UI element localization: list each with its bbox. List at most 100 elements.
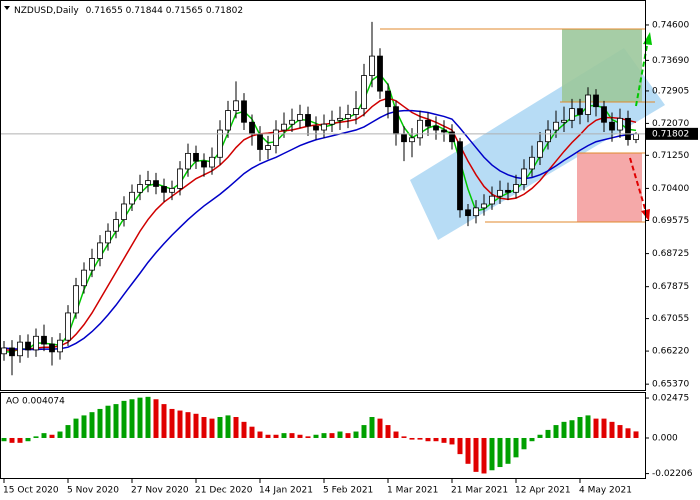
ao-bar <box>521 437 527 450</box>
ao-bar <box>105 405 111 438</box>
candle-body <box>25 341 31 351</box>
candle-body <box>529 156 535 170</box>
ao-bar <box>425 437 431 442</box>
ao-bar <box>633 431 639 438</box>
ao-bar <box>17 437 23 443</box>
candle-body <box>457 141 463 211</box>
ao-bar <box>169 408 175 438</box>
ao-bar <box>97 408 103 438</box>
x-tick-label: 12 Apr 2021 <box>515 486 571 496</box>
x-tick-label: 4 May 2021 <box>579 486 632 496</box>
candle-body <box>105 230 111 244</box>
candle-body <box>177 168 183 189</box>
ao-bar <box>25 437 31 442</box>
candle-body <box>601 106 607 123</box>
ao-bar <box>289 433 295 438</box>
ao-bar <box>161 404 167 438</box>
candle-body <box>33 335 39 351</box>
candle-body <box>505 189 511 193</box>
current-price-box <box>646 127 698 140</box>
ao-bar <box>441 437 447 443</box>
plot <box>0 21 645 474</box>
x-tick-label: 21 Mar 2021 <box>451 486 508 496</box>
ao-bar <box>129 399 135 438</box>
candle-body <box>481 203 487 209</box>
ao-bar <box>49 434 55 438</box>
ao-bar <box>465 437 471 464</box>
candle-body <box>553 121 559 131</box>
ao-bar <box>89 412 95 438</box>
ao-bar <box>369 417 375 438</box>
candle-body <box>193 152 199 162</box>
candle-body <box>329 119 335 125</box>
ao-title: AO 0.004074 <box>6 397 65 407</box>
candle-body <box>273 129 279 147</box>
candle-body <box>145 180 151 185</box>
ao-bar <box>449 437 455 445</box>
last-open: 0.71655 <box>86 6 123 16</box>
candle-body <box>625 117 631 140</box>
candle-body <box>201 160 207 168</box>
ao-bar <box>353 431 359 438</box>
candle-body <box>113 219 119 232</box>
candle-body <box>537 141 543 158</box>
ao-bar <box>505 437 511 464</box>
candle-body <box>281 123 287 131</box>
candle-body <box>217 129 223 158</box>
ao-frame <box>0 392 646 479</box>
y-tick-label: 0.65370 <box>652 380 689 390</box>
ao-bar <box>1 437 7 442</box>
x-tick-label: 1 Mar 2021 <box>387 486 438 496</box>
candle-body <box>377 55 383 92</box>
last-close: 0.71802 <box>206 6 243 16</box>
ao-bar <box>561 421 567 438</box>
candle-body <box>473 207 479 217</box>
y-tick-label: 0.68725 <box>652 249 689 259</box>
y-tick-label: -0.02206 <box>652 469 693 479</box>
candle-body <box>569 108 575 121</box>
ao-bar <box>593 418 599 438</box>
ao-bar <box>281 433 287 438</box>
ao-bar <box>377 418 383 438</box>
candle-body <box>409 137 415 143</box>
x-tick-label: 21 Dec 2020 <box>195 486 253 496</box>
candle-body <box>345 114 351 119</box>
ao-bar <box>137 397 143 438</box>
ao-bar <box>57 431 63 438</box>
candle-body <box>321 123 327 131</box>
candle-body <box>497 189 503 197</box>
candle-body <box>425 119 431 127</box>
ao-bar <box>153 399 159 438</box>
ao-bar <box>545 429 551 438</box>
candle-body <box>297 114 303 121</box>
candle-body <box>353 108 359 115</box>
ao-bar <box>321 433 327 438</box>
ao-bar <box>65 425 71 438</box>
ao-bar <box>185 412 191 438</box>
y-tick-label: 0.73690 <box>652 56 689 66</box>
ao-bar <box>209 418 215 438</box>
ao-bar <box>177 410 183 438</box>
candle-body <box>81 269 87 287</box>
ao-bar <box>201 417 207 438</box>
arrow-down <box>629 157 647 213</box>
ao-bar <box>33 436 39 438</box>
x-tick-label: 27 Nov 2020 <box>131 486 189 496</box>
ao-bar <box>457 437 463 455</box>
ao-bar <box>121 400 127 438</box>
ao-bar <box>217 417 223 438</box>
main-frame <box>0 0 646 391</box>
arrow-up <box>635 39 649 107</box>
current-price-label: 0.71802 <box>652 129 689 139</box>
ao-bar <box>305 436 311 438</box>
ao-bar <box>409 437 415 440</box>
candle-body <box>337 117 343 121</box>
candle-body <box>89 258 95 271</box>
y-tick-label: 0.69575 <box>652 216 689 226</box>
ao-bar <box>513 437 519 458</box>
candle-body <box>97 242 103 259</box>
ao-bar <box>553 425 559 438</box>
candle-body <box>257 133 263 150</box>
ao-bar <box>345 433 351 438</box>
